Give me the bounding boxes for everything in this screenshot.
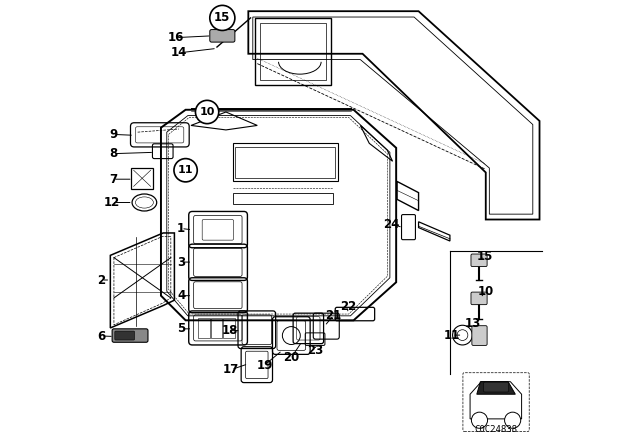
Text: 24: 24 <box>383 217 400 231</box>
Text: C0C24838: C0C24838 <box>475 425 518 434</box>
Circle shape <box>195 100 219 124</box>
Text: 4: 4 <box>177 289 185 302</box>
Text: 15: 15 <box>214 11 230 25</box>
Text: 8: 8 <box>109 147 117 160</box>
FancyBboxPatch shape <box>472 326 487 345</box>
Circle shape <box>174 159 197 182</box>
FancyBboxPatch shape <box>115 331 134 340</box>
Circle shape <box>210 5 235 30</box>
Text: 18: 18 <box>221 324 237 337</box>
Text: 2: 2 <box>97 273 106 287</box>
FancyBboxPatch shape <box>484 382 509 392</box>
Text: 11: 11 <box>178 165 193 175</box>
Text: 11: 11 <box>444 328 460 342</box>
Text: 13: 13 <box>464 317 481 330</box>
Text: 17: 17 <box>223 363 239 376</box>
Text: 9: 9 <box>109 128 117 141</box>
Text: 12: 12 <box>104 196 120 209</box>
Text: 21: 21 <box>325 309 342 322</box>
Circle shape <box>472 412 488 428</box>
Text: 14: 14 <box>171 46 187 60</box>
FancyBboxPatch shape <box>210 30 235 42</box>
Text: 19: 19 <box>256 358 273 372</box>
Text: 15: 15 <box>477 250 493 263</box>
FancyBboxPatch shape <box>471 254 487 267</box>
FancyBboxPatch shape <box>471 292 487 305</box>
Text: 10: 10 <box>200 107 215 117</box>
FancyBboxPatch shape <box>112 329 148 342</box>
Text: 22: 22 <box>340 300 356 314</box>
Text: 3: 3 <box>177 255 185 269</box>
Text: 5: 5 <box>177 322 185 336</box>
Polygon shape <box>477 382 515 394</box>
Text: 1: 1 <box>177 222 185 235</box>
Circle shape <box>504 412 521 428</box>
Text: 16: 16 <box>168 31 184 44</box>
Text: 20: 20 <box>284 351 300 364</box>
Text: 7: 7 <box>109 172 117 186</box>
Text: 6: 6 <box>97 329 106 343</box>
Text: 10: 10 <box>477 284 494 298</box>
Text: 23: 23 <box>307 344 324 357</box>
